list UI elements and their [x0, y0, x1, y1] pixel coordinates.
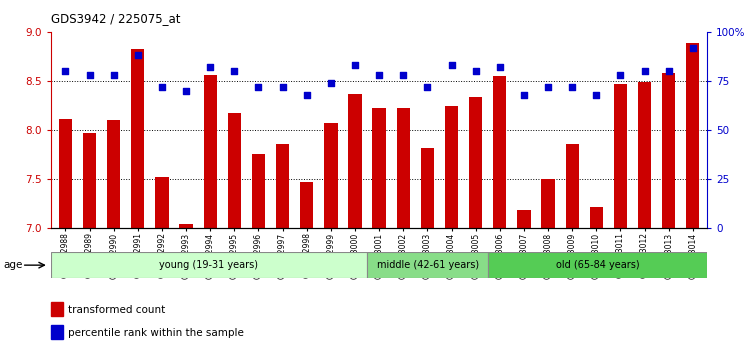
Bar [51, 302, 63, 316]
Bar [228, 113, 241, 228]
Bar [367, 252, 488, 278]
Point [349, 62, 361, 68]
Point [59, 68, 71, 74]
Bar [179, 224, 193, 228]
Point [228, 68, 240, 74]
Text: GDS3942 / 225075_at: GDS3942 / 225075_at [51, 12, 181, 25]
Bar [348, 94, 361, 228]
Text: young (19-31 years): young (19-31 years) [160, 260, 259, 270]
Point [108, 72, 120, 78]
Text: age: age [4, 260, 23, 270]
Bar [614, 84, 627, 228]
Point [132, 53, 144, 58]
Bar [300, 182, 313, 228]
Point [494, 64, 506, 70]
Bar [488, 252, 707, 278]
Point [687, 45, 699, 50]
Point [253, 84, 265, 90]
Bar [131, 48, 145, 228]
Point [301, 92, 313, 98]
Bar [107, 120, 120, 228]
Text: percentile rank within the sample: percentile rank within the sample [68, 328, 243, 338]
Point [204, 64, 216, 70]
Bar [51, 252, 367, 278]
Point [638, 68, 650, 74]
Bar [51, 325, 63, 339]
Text: middle (42-61 years): middle (42-61 years) [376, 260, 478, 270]
Text: transformed count: transformed count [68, 305, 165, 315]
Bar [421, 148, 434, 228]
Bar [58, 119, 72, 228]
Bar [252, 154, 266, 228]
Bar [397, 108, 410, 228]
Bar [83, 133, 96, 228]
Bar [155, 177, 169, 228]
Bar [373, 108, 386, 228]
Point [518, 92, 530, 98]
Point [590, 92, 602, 98]
Bar [590, 207, 603, 228]
Point [663, 68, 675, 74]
Point [446, 62, 458, 68]
Point [614, 72, 626, 78]
Point [470, 68, 482, 74]
Point [83, 72, 95, 78]
Bar [276, 144, 290, 228]
Point [542, 84, 554, 90]
Bar [445, 105, 458, 228]
Bar [686, 43, 700, 228]
Bar [542, 179, 555, 228]
Bar [662, 73, 675, 228]
Point [398, 72, 410, 78]
Point [373, 72, 386, 78]
Bar [203, 75, 217, 228]
Point [422, 84, 434, 90]
Bar [518, 210, 530, 228]
Bar [469, 97, 482, 228]
Point [277, 84, 289, 90]
Text: old (65-84 years): old (65-84 years) [556, 260, 640, 270]
Bar [493, 76, 506, 228]
Bar [566, 144, 579, 228]
Point [156, 84, 168, 90]
Point [566, 84, 578, 90]
Point [180, 88, 192, 94]
Point [325, 80, 337, 86]
Bar [638, 82, 651, 228]
Bar [324, 123, 338, 228]
